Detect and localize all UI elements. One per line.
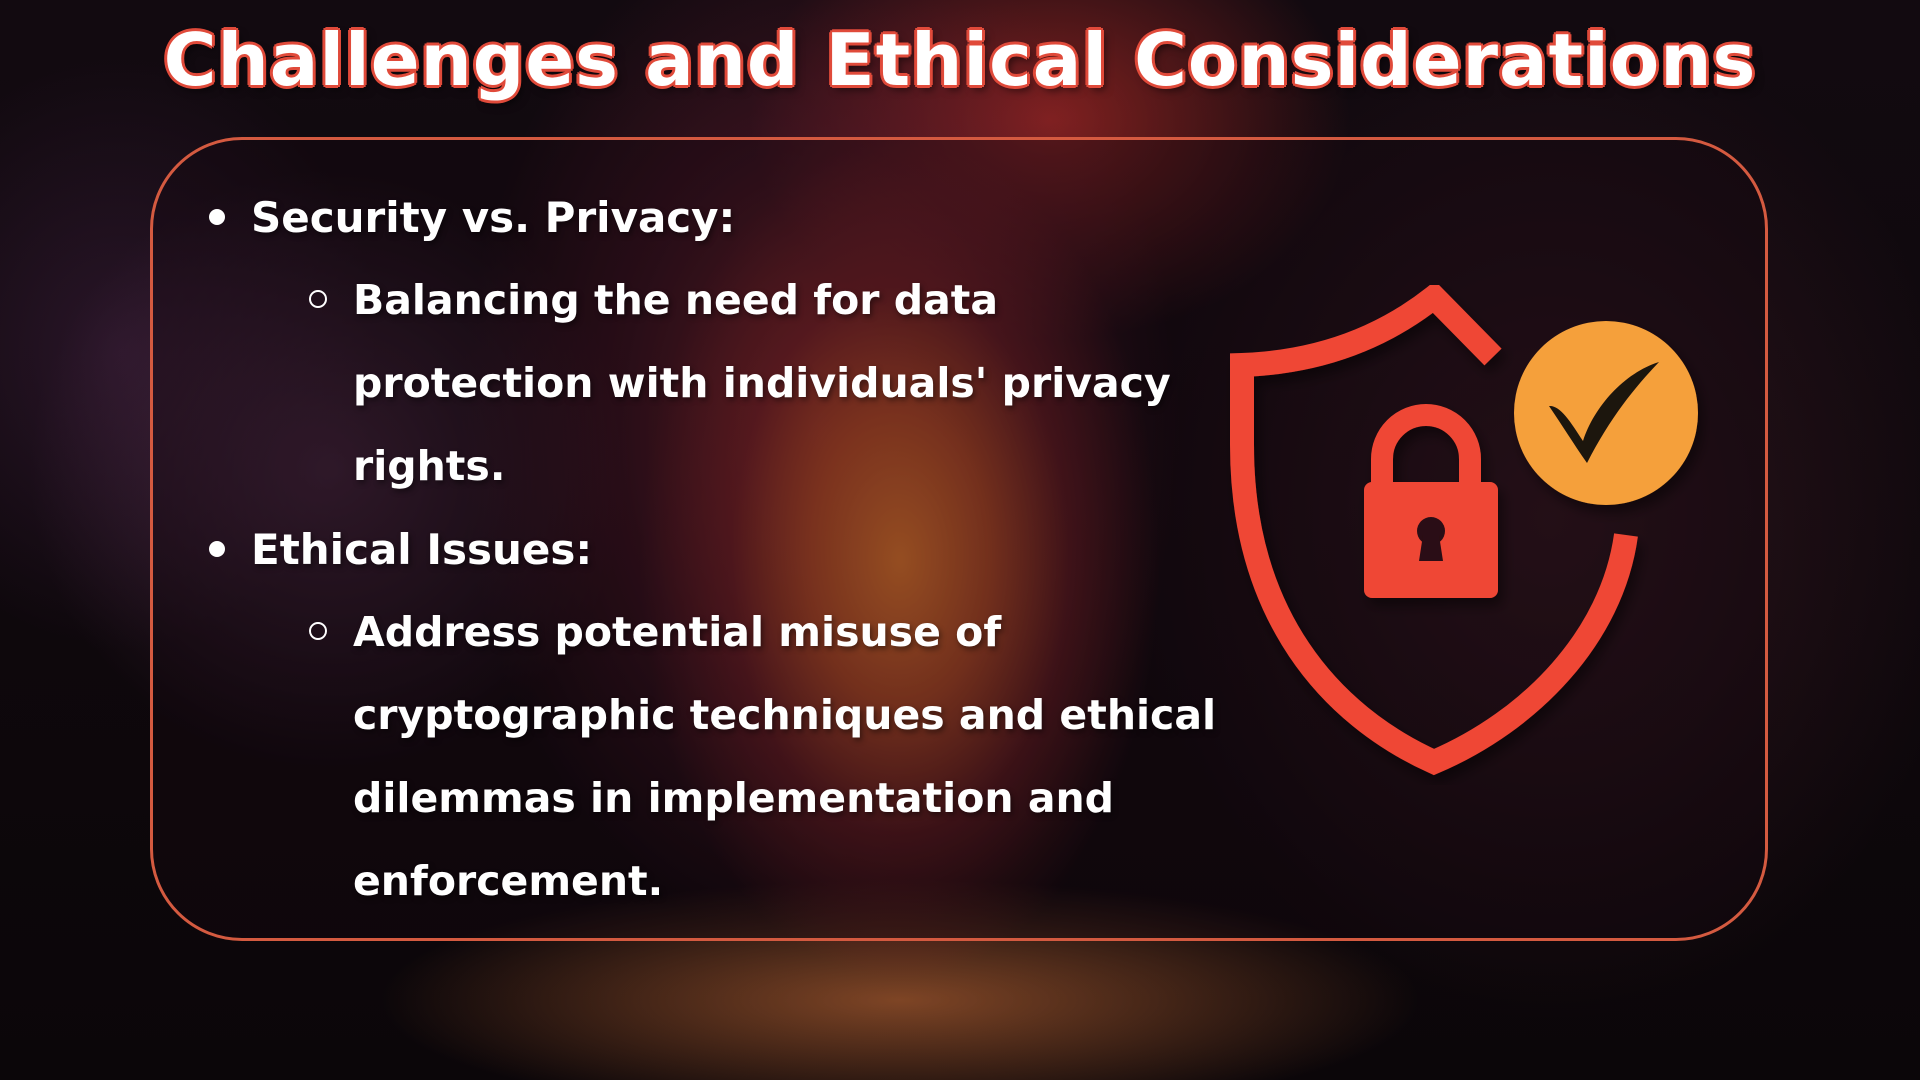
slide-title: Challenges and Ethical Considerations [163,18,1757,102]
list-item: Security vs. Privacy: Balancing the need… [205,176,1225,508]
bullet-circle-icon [309,290,327,308]
padlock-icon [1364,404,1498,598]
bullet-heading-text: Ethical Issues: [251,525,593,574]
bullet-heading: Security vs. Privacy: [205,176,1225,259]
bullet-dot-icon [209,209,225,225]
shield-icon [1230,285,1638,776]
bullet-list: Security vs. Privacy: Balancing the need… [205,176,1225,923]
list-item: Ethical Issues: Address potential misuse… [205,508,1225,923]
sub-bullet-text: Balancing the need for data protection w… [353,276,1171,490]
sub-bullet: Address potential misuse of cryptographi… [205,591,1225,923]
content-panel [150,137,1768,941]
security-graphic [1230,285,1698,776]
bullet-heading-text: Security vs. Privacy: [251,193,736,242]
bullet-dot-icon [209,541,225,557]
sub-bullet-text: Address potential misuse of cryptographi… [353,608,1217,905]
checkmark-badge-icon [1514,321,1698,505]
bullet-circle-icon [309,622,327,640]
bullet-heading: Ethical Issues: [205,508,1225,591]
sub-bullet: Balancing the need for data protection w… [205,259,1225,508]
